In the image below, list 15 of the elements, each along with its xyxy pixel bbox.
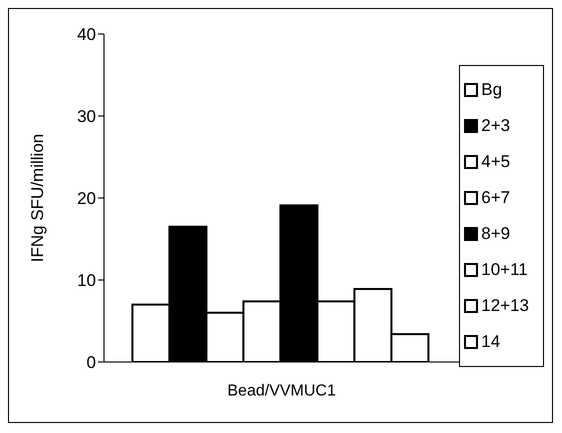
x-tick-label: Bead/VVMUC1 (227, 382, 336, 400)
y-axis-title: IFNg SFU/million (28, 134, 48, 262)
y-tick-label: 0 (86, 353, 96, 372)
legend-label: 4+5 (481, 152, 510, 172)
legend-label: 2+3 (481, 116, 510, 136)
legend-label: 8+9 (481, 224, 510, 244)
legend-label: Bg (481, 80, 502, 100)
legend-label: 14 (481, 332, 500, 352)
y-tick-label: 10 (77, 271, 96, 290)
legend-label: 12+13 (481, 296, 529, 316)
y-tick-label: 20 (77, 189, 96, 208)
legend-label: 10+11 (481, 260, 528, 280)
y-tick-label: 30 (77, 107, 96, 126)
y-tick-label: 40 (77, 25, 96, 44)
legend-label: 6+7 (481, 188, 510, 208)
